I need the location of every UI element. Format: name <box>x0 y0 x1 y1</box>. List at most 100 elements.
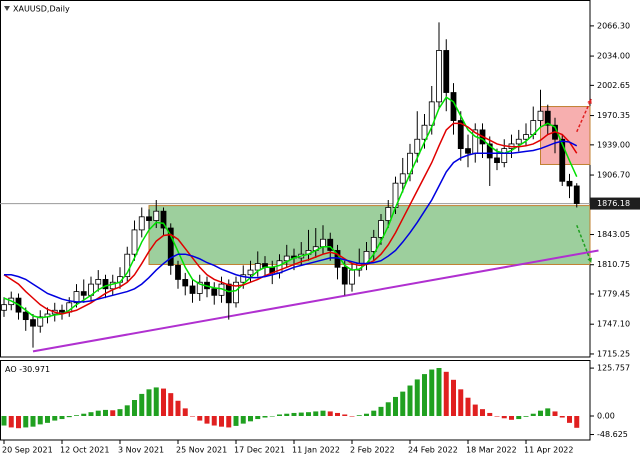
ao-bar <box>538 410 543 416</box>
ao-bar <box>59 416 65 420</box>
ao-bar <box>487 412 493 416</box>
candle-body <box>22 311 29 321</box>
title-icon <box>4 6 10 11</box>
ao-bar <box>255 416 261 420</box>
ao-bar <box>248 416 253 422</box>
x-tick-label: 20 Sep 2021 <box>2 446 53 455</box>
ao-bar <box>458 389 464 416</box>
candle-body <box>573 185 580 204</box>
ao-bar <box>226 416 232 428</box>
candle-body <box>414 138 421 154</box>
zone <box>540 106 591 165</box>
ma-line <box>3 122 578 315</box>
ao-bar <box>233 416 239 426</box>
candle-body <box>254 263 261 271</box>
candle-body <box>378 220 384 238</box>
candle-body <box>196 281 203 294</box>
ao-bar <box>472 404 478 416</box>
ao-bar <box>197 416 203 421</box>
ao-bar <box>313 411 319 416</box>
y-tick-label: 1810.75 <box>597 260 630 269</box>
ao-bar <box>378 406 384 416</box>
candle-body <box>146 216 152 221</box>
ao-bar <box>110 410 116 416</box>
ao-bar <box>175 400 181 416</box>
candle-body <box>457 120 464 149</box>
ao-bar <box>1 416 7 426</box>
ao-bar <box>117 409 123 416</box>
ao-bar <box>327 411 333 416</box>
candle-body <box>341 266 348 285</box>
ao-value: -30.971 <box>19 365 50 374</box>
candle-body <box>537 110 544 121</box>
candle-body <box>327 238 334 251</box>
ao-bar <box>168 393 174 416</box>
ao-bar <box>552 411 558 416</box>
candle-body <box>247 269 254 276</box>
candle-body <box>59 309 65 313</box>
ao-bar <box>37 416 43 425</box>
ao-bar <box>81 413 87 416</box>
ao-bar <box>153 387 159 416</box>
candle-body <box>494 157 500 164</box>
price-panel <box>0 0 591 358</box>
ao-bar <box>559 416 565 418</box>
ao-bar <box>364 413 369 416</box>
candle-body <box>138 216 145 231</box>
candle-body <box>225 283 232 304</box>
candle-body <box>189 285 196 294</box>
x-tick-label: 11 Jan 2022 <box>292 446 340 455</box>
candle-body <box>73 291 80 304</box>
ao-bar <box>124 405 130 416</box>
ao-bar <box>262 416 268 418</box>
ao-bar <box>52 416 58 421</box>
y-tick-label: 2034.00 <box>597 52 630 61</box>
candle-body <box>559 138 566 182</box>
ao-bar <box>407 385 413 416</box>
ao-bar <box>567 416 572 423</box>
ao-bar <box>320 410 326 416</box>
ao-bar <box>291 412 297 416</box>
y-tick-label: 1843.05 <box>597 230 630 239</box>
ao-bar <box>16 416 21 429</box>
candle-body <box>399 173 406 184</box>
arrow <box>576 98 592 133</box>
candle-body <box>283 255 290 262</box>
candle-body <box>320 238 326 248</box>
candle-body <box>167 227 174 266</box>
ao-bar <box>269 416 275 417</box>
ao-bar <box>393 396 398 416</box>
x-tick-label: 3 Nov 2021 <box>118 446 164 455</box>
y-tick-label: 1906.70 <box>597 171 630 180</box>
ao-bar <box>8 416 14 428</box>
last-price-label: 1876.18 <box>597 199 630 208</box>
candle-body <box>501 148 508 164</box>
ao-bar <box>211 416 217 426</box>
ao-bar <box>240 416 246 424</box>
ao-panel <box>0 360 591 441</box>
ao-bar <box>182 408 188 416</box>
ao-bar <box>501 416 507 419</box>
y-tick-label: 2002.65 <box>597 81 630 90</box>
ao-bar <box>204 416 210 424</box>
ao-bar <box>298 412 304 416</box>
ao-bar <box>146 389 152 416</box>
candle-body <box>436 50 442 103</box>
ao-bar <box>429 369 435 416</box>
candle-body <box>465 148 471 154</box>
ao-bar <box>219 416 224 427</box>
candle-body <box>124 253 131 278</box>
ao-bar <box>30 416 36 427</box>
ao-bar <box>385 402 391 416</box>
candle-body <box>370 236 377 252</box>
arrow <box>576 224 592 263</box>
ao-bar <box>161 388 166 416</box>
ao-bar <box>574 416 580 428</box>
candle-body <box>443 50 450 93</box>
zone <box>148 205 591 265</box>
ao-bar <box>103 409 108 416</box>
x-tick-label: 18 Mar 2022 <box>466 446 517 455</box>
last-price-box <box>590 197 640 210</box>
candle-body <box>544 110 551 126</box>
